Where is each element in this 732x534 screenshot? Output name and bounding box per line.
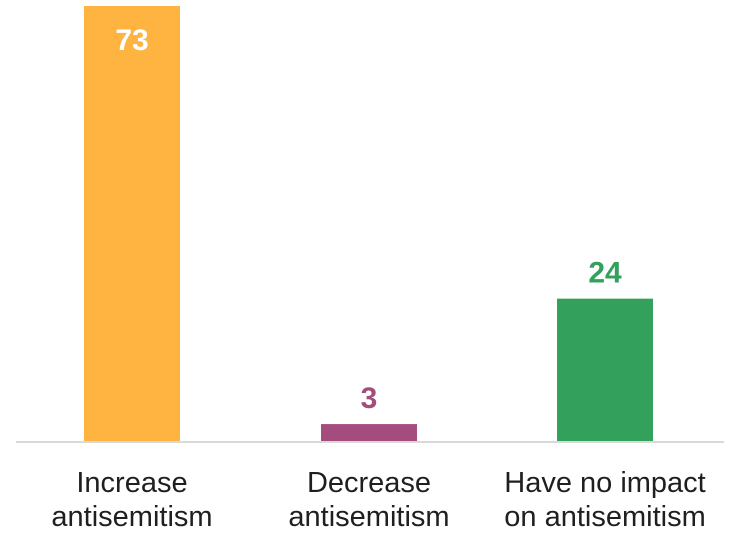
category-label-decrease-antisemitism-line-1: Decrease bbox=[307, 467, 431, 499]
value-label-have-no-impact-on-antisemitism: 24 bbox=[588, 257, 622, 290]
value-labels-group: 73 3 24 bbox=[115, 24, 622, 415]
bar-increase-antisemitism bbox=[84, 6, 180, 442]
value-label-increase-antisemitism: 73 bbox=[115, 24, 148, 57]
bar-decrease-antisemitism bbox=[321, 424, 417, 442]
category-label-have-no-impact-on-antisemitism-line-1: Have no impact bbox=[504, 467, 706, 499]
bar-have-no-impact-on-antisemitism bbox=[557, 298, 653, 442]
category-labels-group: IncreaseantisemitismDecreaseantisemitism… bbox=[51, 467, 705, 533]
category-label-increase-antisemitism-line-2: antisemitism bbox=[51, 501, 212, 533]
bars-group bbox=[84, 6, 653, 442]
category-label-decrease-antisemitism-line-2: antisemitism bbox=[288, 501, 449, 533]
value-label-decrease-antisemitism: 3 bbox=[361, 382, 378, 415]
category-label-have-no-impact-on-antisemitism-line-2: on antisemitism bbox=[504, 501, 705, 533]
category-label-increase-antisemitism-line-1: Increase bbox=[76, 467, 187, 499]
